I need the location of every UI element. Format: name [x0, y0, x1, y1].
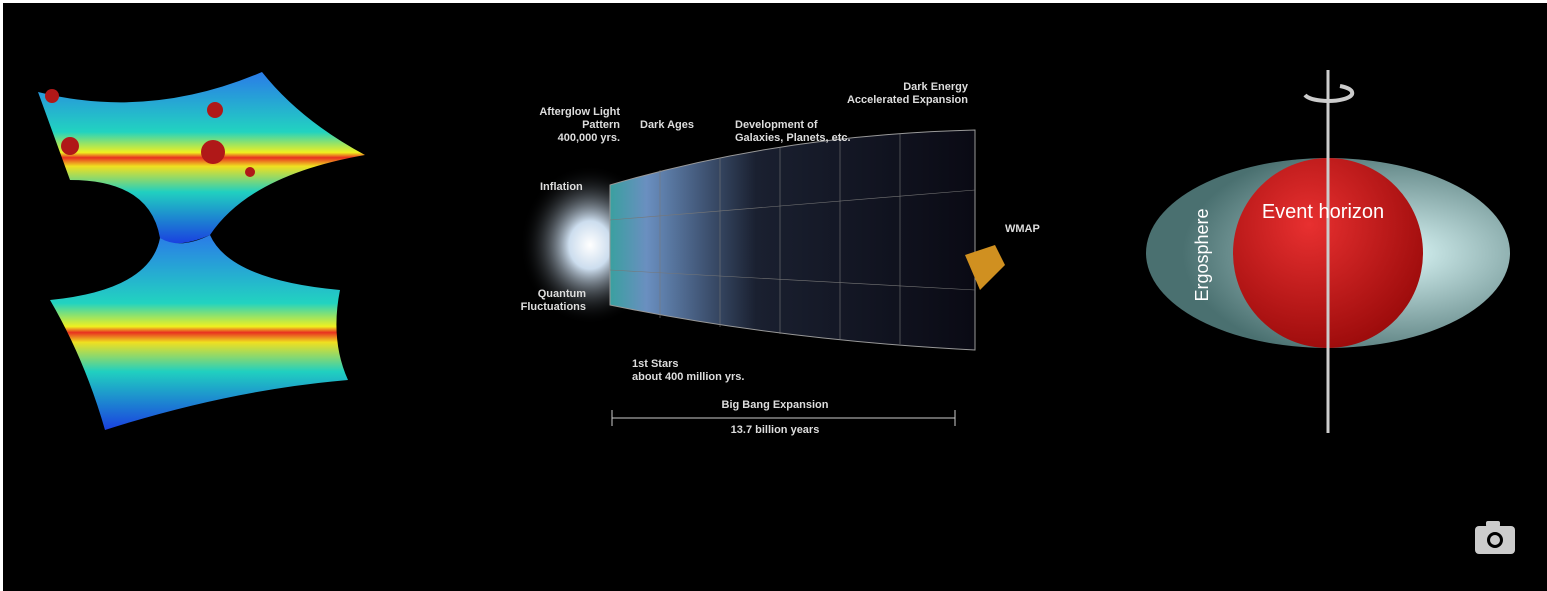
diagram-label: Development of — [735, 119, 818, 131]
event-horizon-label: Event horizon — [1262, 201, 1384, 223]
diagram-label: WMAP — [1005, 223, 1040, 235]
wormhole-illustration — [38, 72, 365, 430]
diagram-label: Fluctuations — [521, 301, 586, 313]
diagram-label: 1st Stars — [632, 358, 678, 370]
diagram-label: about 400 million yrs. — [632, 371, 744, 383]
diagram-label: 13.7 billion years — [731, 424, 820, 436]
diagram-label: Pattern — [582, 119, 620, 131]
diagram-label: Big Bang Expansion — [722, 399, 829, 411]
wmap-probe — [965, 245, 1005, 290]
ergosphere-label: Ergosphere — [1192, 208, 1212, 301]
diagram-label: Afterglow Light — [539, 106, 620, 118]
black-hole-illustration: Ergosphere Event horizon — [1146, 70, 1510, 433]
rotation-arrow — [1303, 84, 1355, 103]
diagram-label: Dark Energy — [903, 81, 969, 93]
diagram-label: Quantum — [538, 288, 586, 300]
camera-icon[interactable] — [1475, 521, 1515, 554]
diagram-label: Inflation — [540, 181, 583, 193]
diagram-label: Galaxies, Planets, etc. — [735, 132, 851, 144]
diagram-label: Accelerated Expansion — [847, 94, 968, 106]
diagram-label: 400,000 yrs. — [558, 132, 620, 144]
diagram-label: Dark Ages — [640, 119, 694, 131]
